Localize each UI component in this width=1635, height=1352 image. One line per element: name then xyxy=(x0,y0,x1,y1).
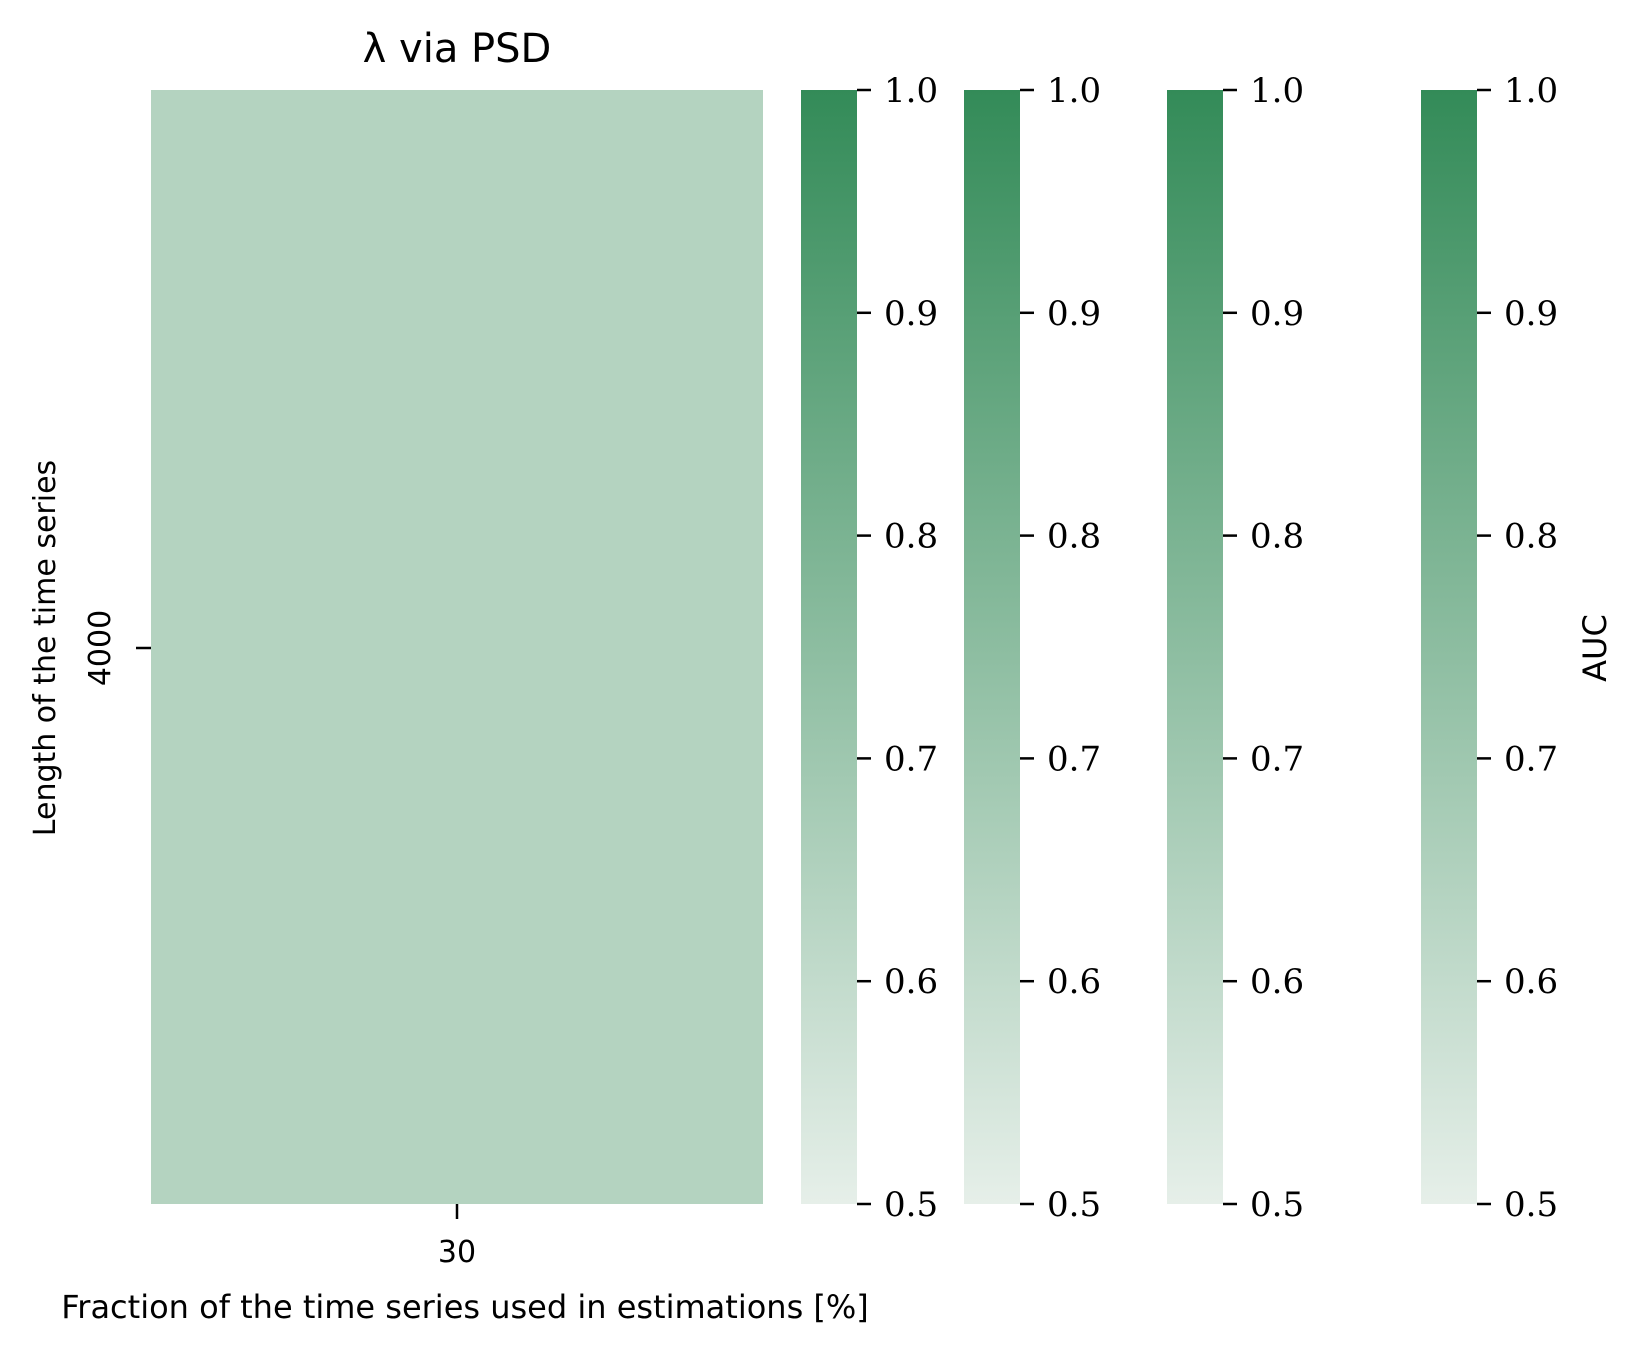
colorbar-tick-label: 0.8 xyxy=(1047,517,1101,557)
colorbar-tick-label: 0.5 xyxy=(884,1185,938,1225)
colorbar-tick-label: 0.7 xyxy=(884,739,938,779)
colorbar-tick-label: 0.7 xyxy=(1504,739,1558,779)
colorbar-tick-label: 0.8 xyxy=(1504,517,1558,557)
colorbar-tick-label: 0.5 xyxy=(1047,1185,1101,1225)
colorbar: 0.5 0.6 0.7 0.8 0.9 1.0 xyxy=(964,71,1101,1225)
colorbar-tick-label: 1.0 xyxy=(1504,71,1558,111)
colorbar-tick-label: 0.6 xyxy=(1504,962,1558,1002)
colorbar-tick-label: 0.8 xyxy=(1250,517,1304,557)
colorbar: 0.5 0.6 0.7 0.8 0.9 1.0 xyxy=(801,71,938,1225)
colorbar: 0.5 0.6 0.7 0.8 0.9 1.0 xyxy=(1167,71,1304,1225)
colorbar-tick-label: 0.5 xyxy=(1504,1185,1558,1225)
colorbar-tick-label: 0.8 xyxy=(884,517,938,557)
colorbar-tick-label: 0.9 xyxy=(884,294,938,334)
colorbar-gradient xyxy=(801,90,857,1204)
x-axis-label: Fraction of the time series used in esti… xyxy=(61,1288,869,1326)
x-tick-label: 30 xyxy=(438,1235,476,1270)
colorbar-tick-label: 0.9 xyxy=(1047,294,1101,334)
heatmap-cell xyxy=(151,90,763,1204)
colorbar-gradient xyxy=(964,90,1020,1204)
colorbar-tick-label: 0.6 xyxy=(1250,962,1304,1002)
colorbar-tick-label: 0.6 xyxy=(1047,962,1101,1002)
colorbar-tick-label: 1.0 xyxy=(1250,71,1304,111)
colorbar-tick-label: 0.6 xyxy=(884,962,938,1002)
colorbar-tick-label: 0.7 xyxy=(1250,739,1304,779)
colorbar-tick-label: 0.9 xyxy=(1250,294,1304,334)
heatmap-cells xyxy=(151,90,763,1204)
y-tick-label: 4000 xyxy=(83,610,118,686)
colorbar-tick-label: 0.7 xyxy=(1047,739,1101,779)
colorbar-gradient xyxy=(1167,90,1223,1204)
y-axis-label: Length of the time series xyxy=(28,460,63,836)
colorbar-tick-label: 1.0 xyxy=(1047,71,1101,111)
chart-title: λ via PSD xyxy=(363,26,552,72)
colorbar-gradient xyxy=(1421,90,1477,1204)
colorbar-label: AUC xyxy=(1576,614,1614,682)
colorbar: 0.5 0.6 0.7 0.8 0.9 1.0 xyxy=(1421,71,1558,1225)
colorbar-tick-label: 1.0 xyxy=(884,71,938,111)
colorbar-tick-label: 0.9 xyxy=(1504,294,1558,334)
colorbar-tick-label: 0.5 xyxy=(1250,1185,1304,1225)
